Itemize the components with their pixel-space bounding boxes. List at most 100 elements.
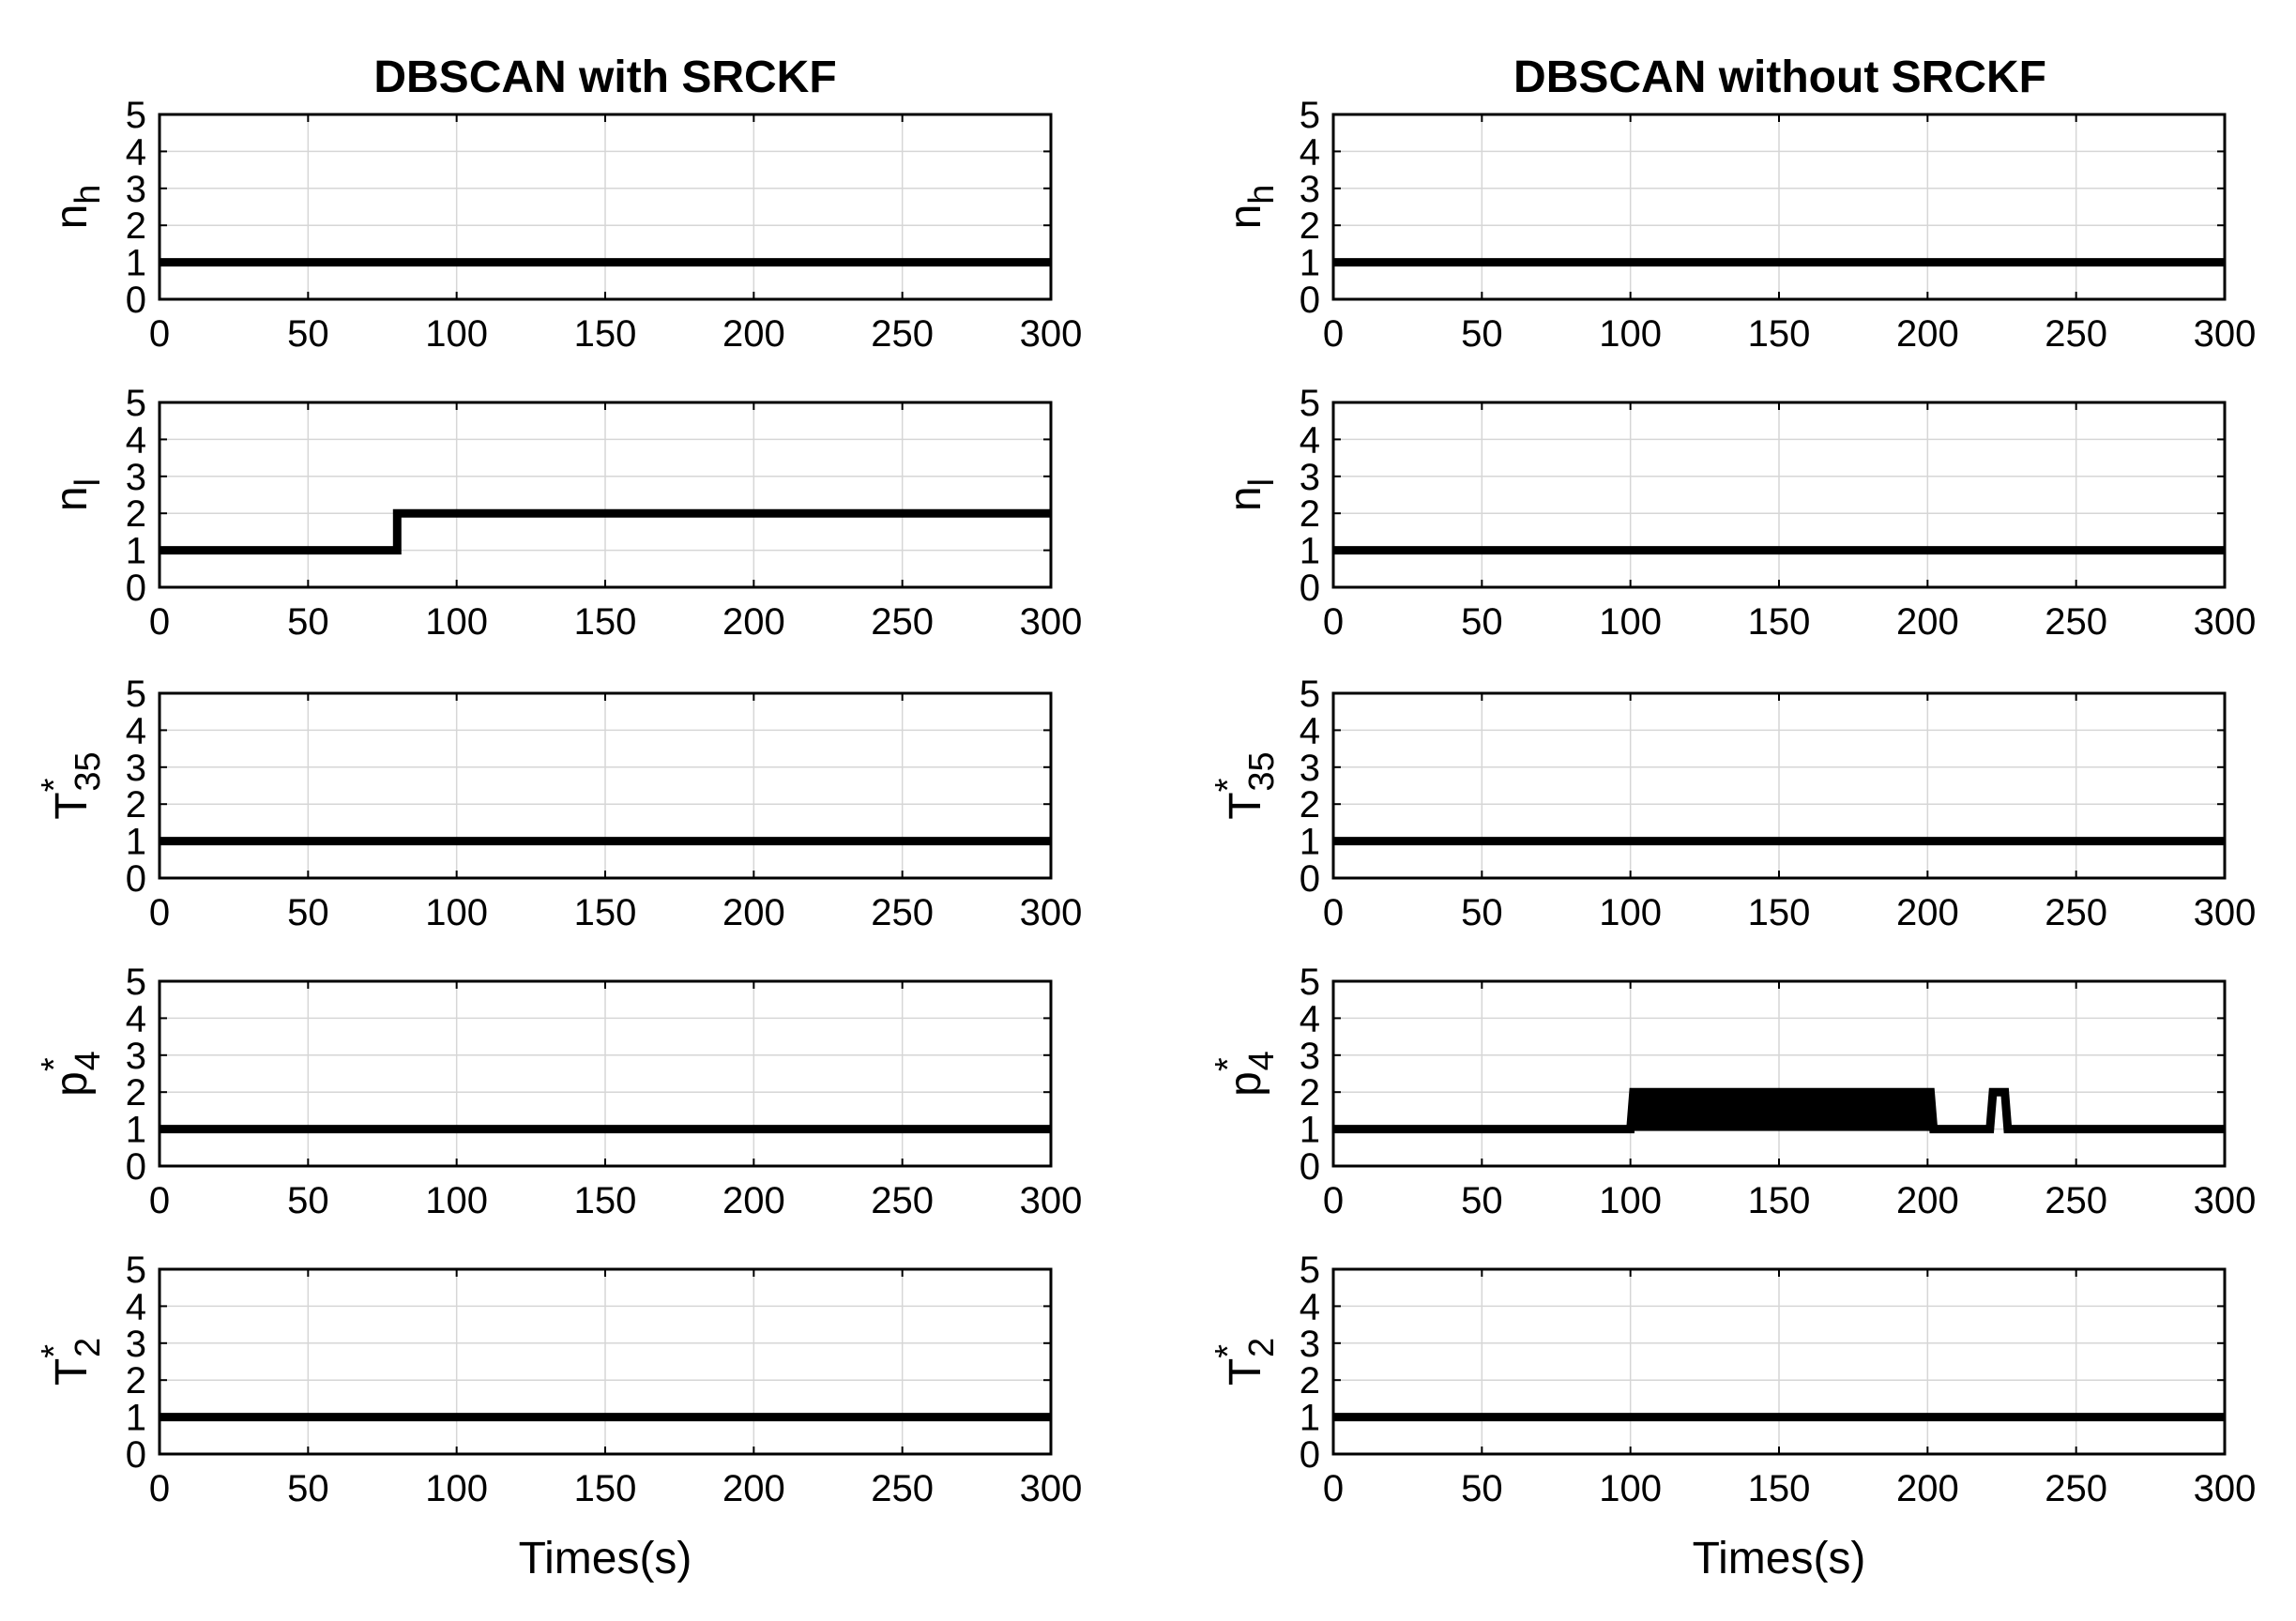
- x-tick-label: 200: [722, 1180, 785, 1221]
- y-tick-label: 4: [1300, 131, 1320, 173]
- series-line: [160, 508, 1051, 555]
- y-tick-label: 4: [1300, 419, 1320, 461]
- x-tick-label: 150: [1748, 1468, 1811, 1509]
- x-tick-label: 100: [425, 601, 488, 643]
- y-tick-label: 2: [126, 1360, 146, 1401]
- x-tick-label: 200: [722, 313, 785, 355]
- x-tick-label: 150: [1748, 313, 1811, 355]
- x-tick-label: 200: [722, 601, 785, 643]
- y-tick-label: 5: [126, 383, 146, 424]
- y-tick-label: 0: [1300, 568, 1320, 609]
- y-tick-label: 2: [126, 205, 146, 247]
- y-tick-label: 2: [1300, 205, 1320, 247]
- y-tick-label: 5: [126, 95, 146, 136]
- x-tick-label: 50: [1461, 313, 1503, 355]
- y-tick-label: 2: [126, 1072, 146, 1113]
- x-tick-label: 300: [2194, 892, 2257, 933]
- x-tick-label: 0: [149, 1180, 170, 1221]
- x-tick-label: 250: [2045, 1468, 2107, 1509]
- x-tick-label: 0: [149, 313, 170, 355]
- x-tick-label: 50: [287, 1468, 329, 1509]
- y-axis-label: nh: [1221, 185, 1282, 230]
- series-line: [1333, 1087, 2225, 1134]
- y-tick-label: 4: [126, 998, 146, 1039]
- y-tick-label: 1: [126, 1110, 146, 1151]
- x-tick-label: 50: [287, 1180, 329, 1221]
- y-tick-label: 1: [1300, 531, 1320, 572]
- left-column-title: DBSCAN with SRCKF: [373, 53, 836, 102]
- x-tick-label: 250: [2045, 892, 2107, 933]
- x-tick-label: 100: [425, 313, 488, 355]
- x-tick-label: 300: [2194, 601, 2257, 643]
- y-axis-label: T*2: [1209, 1338, 1282, 1386]
- y-tick-label: 0: [1300, 280, 1320, 321]
- y-tick-label: 2: [1300, 784, 1320, 826]
- y-tick-label: 0: [126, 568, 146, 609]
- y-tick-label: 0: [126, 858, 146, 900]
- y-axis-label: nl: [47, 478, 108, 511]
- y-tick-label: 5: [1300, 674, 1320, 715]
- x-axis-label: Times(s): [519, 1534, 692, 1583]
- x-tick-label: 300: [1020, 313, 1083, 355]
- y-tick-label: 1: [1300, 243, 1320, 284]
- y-axis-label: nl: [1221, 478, 1282, 511]
- x-tick-label: 100: [425, 1180, 488, 1221]
- y-tick-label: 0: [1300, 1146, 1320, 1188]
- x-tick-label: 0: [149, 892, 170, 933]
- y-axis-label: p*4: [35, 1051, 108, 1097]
- x-tick-label: 300: [1020, 892, 1083, 933]
- y-tick-label: 0: [126, 1434, 146, 1476]
- x-tick-label: 100: [425, 892, 488, 933]
- y-tick-label: 5: [1300, 95, 1320, 136]
- x-tick-label: 200: [722, 892, 785, 933]
- y-tick-label: 1: [126, 243, 146, 284]
- y-axis-label: T*35: [35, 751, 108, 819]
- y-tick-label: 3: [1300, 457, 1320, 498]
- x-tick-label: 200: [1896, 313, 1959, 355]
- x-tick-label: 250: [2045, 313, 2107, 355]
- y-tick-label: 4: [126, 419, 146, 461]
- x-tick-label: 100: [1599, 601, 1662, 643]
- y-tick-label: 3: [1300, 1036, 1320, 1077]
- x-tick-label: 50: [287, 601, 329, 643]
- x-tick-label: 300: [2194, 1468, 2257, 1509]
- y-axis-label: T*35: [1209, 751, 1282, 819]
- x-tick-label: 0: [1323, 1468, 1344, 1509]
- y-tick-label: 5: [1300, 962, 1320, 1003]
- x-tick-label: 0: [149, 601, 170, 643]
- x-tick-label: 150: [574, 892, 637, 933]
- x-tick-label: 250: [2045, 1180, 2107, 1221]
- y-tick-label: 1: [1300, 822, 1320, 863]
- x-tick-label: 50: [287, 313, 329, 355]
- x-tick-label: 300: [1020, 601, 1083, 643]
- y-tick-label: 3: [126, 1036, 146, 1077]
- x-tick-label: 0: [1323, 313, 1344, 355]
- y-tick-label: 3: [126, 457, 146, 498]
- y-tick-label: 3: [126, 1324, 146, 1365]
- y-tick-label: 3: [126, 748, 146, 789]
- y-tick-label: 1: [126, 1398, 146, 1439]
- x-tick-label: 200: [1896, 1180, 1959, 1221]
- y-tick-label: 5: [1300, 383, 1320, 424]
- x-tick-label: 0: [149, 1468, 170, 1509]
- y-tick-label: 5: [126, 962, 146, 1003]
- y-tick-label: 4: [126, 1286, 146, 1327]
- x-tick-label: 150: [1748, 601, 1811, 643]
- x-tick-label: 50: [1461, 1468, 1503, 1509]
- x-tick-label: 0: [1323, 1180, 1344, 1221]
- y-tick-label: 3: [126, 169, 146, 210]
- y-tick-label: 1: [126, 822, 146, 863]
- series-oscillation-band: [1633, 1090, 1931, 1131]
- y-tick-label: 3: [1300, 169, 1320, 210]
- y-tick-label: 2: [126, 784, 146, 826]
- y-tick-label: 2: [1300, 493, 1320, 535]
- y-tick-label: 0: [1300, 858, 1320, 900]
- x-tick-label: 150: [1748, 892, 1811, 933]
- x-tick-label: 150: [1748, 1180, 1811, 1221]
